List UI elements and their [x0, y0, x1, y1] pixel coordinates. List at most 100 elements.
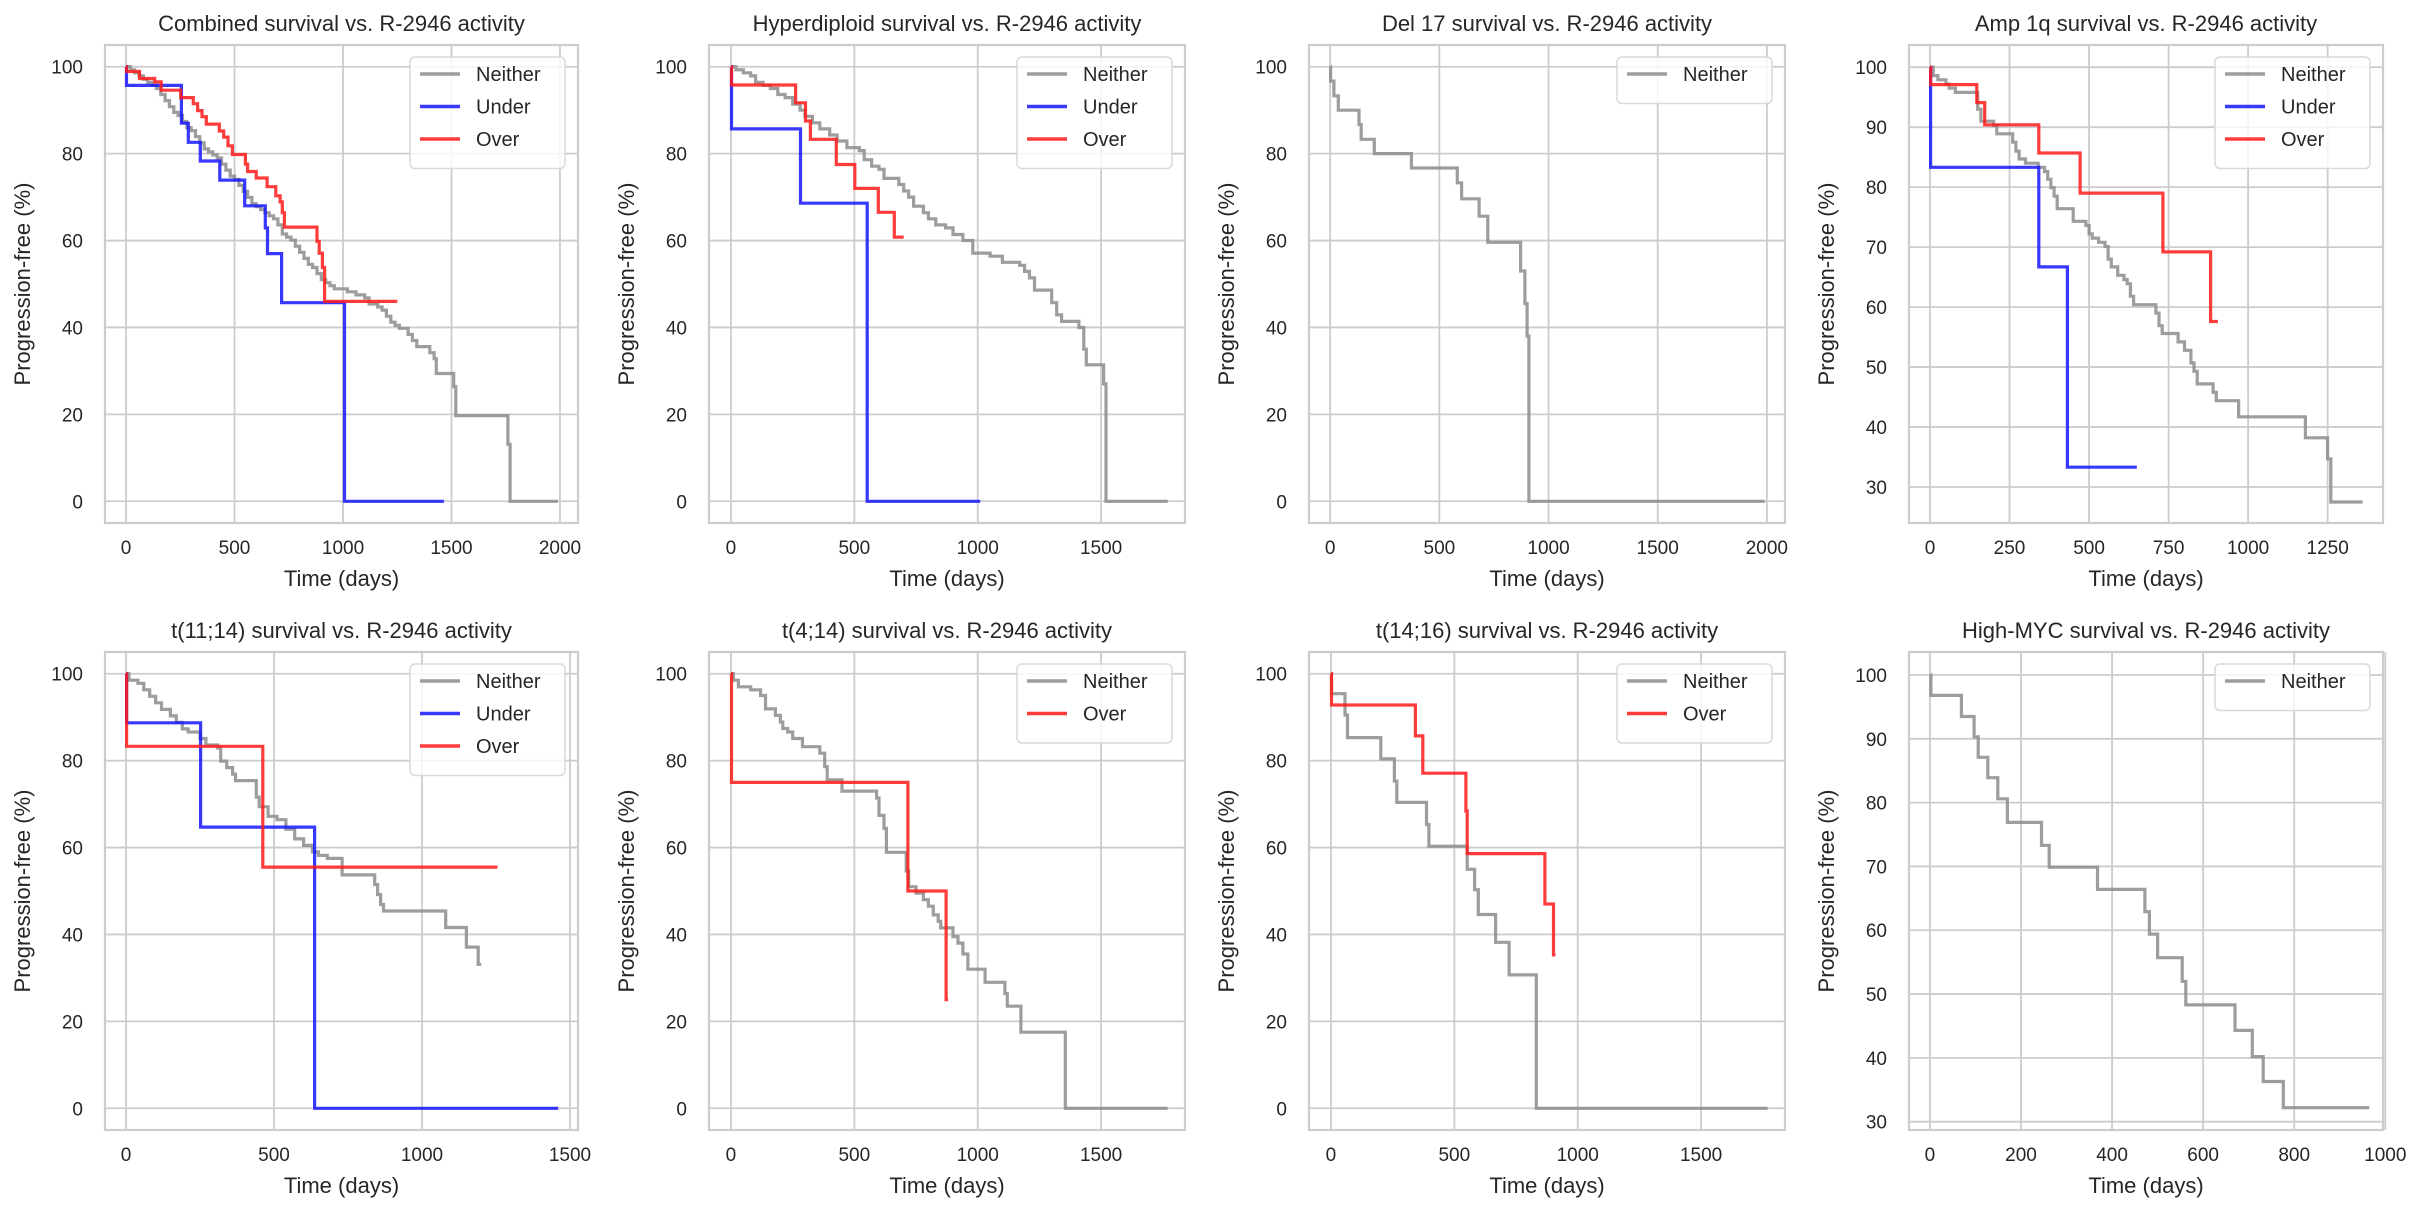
x-tick-label: 1000	[957, 1145, 999, 1166]
plot-title: t(4;14) survival vs. R-2946 activity	[782, 618, 1112, 643]
y-tick-label: 100	[51, 665, 83, 686]
y-tick-label: 60	[62, 232, 83, 253]
x-axis-label: Time (days)	[1489, 566, 1604, 591]
y-tick-label: 80	[666, 145, 687, 166]
x-tick-label: 0	[1326, 1145, 1337, 1166]
y-tick-label: 80	[1266, 145, 1287, 166]
y-tick-label: 20	[62, 405, 83, 426]
y-tick-label: 100	[1855, 58, 1887, 79]
y-tick-label: 0	[1276, 1099, 1287, 1120]
x-tick-label: 0	[1325, 538, 1336, 559]
y-tick-label: 90	[1866, 118, 1887, 139]
x-tick-label: 0	[1925, 1145, 1936, 1166]
subplot-8: 0 200 400 600 800 1000 30 40 50 60 70 80 90 100 Time (…	[1814, 618, 2406, 1198]
x-axis-label: Time (days)	[889, 566, 1004, 591]
plot-title: Hyperdiploid survival vs. R-2946 activit…	[753, 11, 1142, 36]
legend-label: Under	[2281, 97, 2336, 119]
series-line-over	[1329, 672, 1556, 957]
series-group	[1329, 65, 1765, 503]
x-tick-label: 0	[726, 538, 737, 559]
y-tick-label: 40	[62, 318, 83, 339]
y-tick-label: 40	[1266, 925, 1287, 946]
legend-label: Neither	[1683, 64, 1748, 86]
x-tick-label: 500	[1424, 538, 1456, 559]
x-tick-label: 1500	[1080, 1145, 1122, 1166]
x-tick-label: 1500	[549, 1145, 591, 1166]
plot-title: t(11;14) survival vs. R-2946 activity	[171, 618, 512, 643]
y-axis-label: Progression-free (%)	[10, 790, 35, 993]
legend: Neither Under Over	[409, 56, 566, 170]
legend-label: Over	[1083, 704, 1127, 726]
y-tick-label: 0	[676, 492, 687, 513]
y-tick-label: 60	[1266, 839, 1287, 860]
series-line-neither	[1929, 673, 2370, 1110]
plot-title: t(14;16) survival vs. R-2946 activity	[1376, 618, 1718, 643]
legend-label: Over	[2281, 129, 2325, 151]
y-tick-label: 40	[62, 925, 83, 946]
series-line-neither	[731, 672, 1168, 1110]
x-tick-label: 1250	[2307, 538, 2349, 559]
y-tick-label: 20	[666, 1012, 687, 1033]
legend-label: Neither	[2281, 671, 2346, 693]
series-line-neither	[126, 672, 482, 966]
y-tick-label: 40	[1866, 418, 1887, 439]
y-tick-label: 70	[1866, 857, 1887, 878]
series-line-neither	[1329, 672, 1768, 1110]
x-tick-label: 500	[838, 538, 870, 559]
y-tick-label: 100	[655, 58, 687, 79]
series-group	[1329, 672, 1768, 1110]
legend-label: Over	[476, 736, 520, 758]
y-tick-label: 80	[666, 752, 687, 773]
grid	[1309, 652, 1785, 1130]
y-tick-label: 0	[1276, 492, 1287, 513]
legend-box	[1016, 663, 1173, 744]
legend-label: Under	[1083, 97, 1138, 119]
subplot-4: 0 250 500 750 1000 1250 30 40 50 60 70 80 90 100 Time …	[1814, 11, 2385, 591]
y-tick-label: 100	[51, 58, 83, 79]
y-tick-label: 60	[62, 839, 83, 860]
subplot-5: 0 500 1000 1500 0 20 40 60 80 100 Time (days) Progr…	[10, 618, 591, 1198]
y-tick-label: 80	[62, 145, 83, 166]
legend-box	[2214, 663, 2371, 712]
legend-label: Under	[476, 97, 531, 119]
y-tick-label: 100	[655, 665, 687, 686]
y-tick-label: 20	[62, 1012, 83, 1033]
y-tick-label: 40	[1866, 1049, 1887, 1070]
y-tick-label: 30	[1866, 478, 1887, 499]
legend-label: Over	[1683, 704, 1727, 726]
axes-frame	[707, 43, 1187, 525]
x-tick-label: 1500	[1680, 1145, 1722, 1166]
legend: Neither Under Over	[409, 663, 566, 777]
axes-frame	[1907, 43, 2385, 525]
x-tick-label: 0	[1925, 538, 1936, 559]
x-tick-label: 750	[2153, 538, 2185, 559]
legend-box	[1616, 56, 1773, 105]
subplot-2: 0 500 1000 1500 0 20 40 60 80 100 Time (days) Progr…	[614, 11, 1187, 591]
y-axis-label: Progression-free (%)	[1214, 790, 1239, 993]
series-line-under	[729, 65, 981, 503]
x-tick-label: 200	[2005, 1145, 2037, 1166]
axes-frame	[707, 650, 1187, 1132]
series-line-under	[124, 65, 444, 503]
y-axis-label: Progression-free (%)	[614, 790, 639, 993]
legend: Neither Under Over	[2214, 56, 2371, 170]
legend-label: Over	[476, 129, 520, 151]
y-tick-label: 20	[1266, 1012, 1287, 1033]
y-tick-label: 50	[1866, 358, 1887, 379]
x-tick-label: 1000	[2364, 1145, 2406, 1166]
legend-label: Neither	[476, 64, 541, 86]
legend: Neither Under Over	[1016, 56, 1173, 170]
x-axis-label: Time (days)	[284, 1173, 399, 1198]
y-tick-label: 100	[1855, 666, 1887, 687]
x-tick-label: 1000	[2227, 538, 2269, 559]
y-tick-label: 50	[1866, 985, 1887, 1006]
y-axis-label: Progression-free (%)	[10, 183, 35, 386]
series-group	[729, 65, 1168, 503]
x-tick-label: 600	[2187, 1145, 2219, 1166]
x-axis-label: Time (days)	[2088, 566, 2203, 591]
x-tick-label: 1000	[1557, 1145, 1599, 1166]
y-tick-label: 0	[72, 1099, 83, 1120]
x-tick-label: 0	[121, 538, 132, 559]
x-tick-label: 500	[2073, 538, 2105, 559]
